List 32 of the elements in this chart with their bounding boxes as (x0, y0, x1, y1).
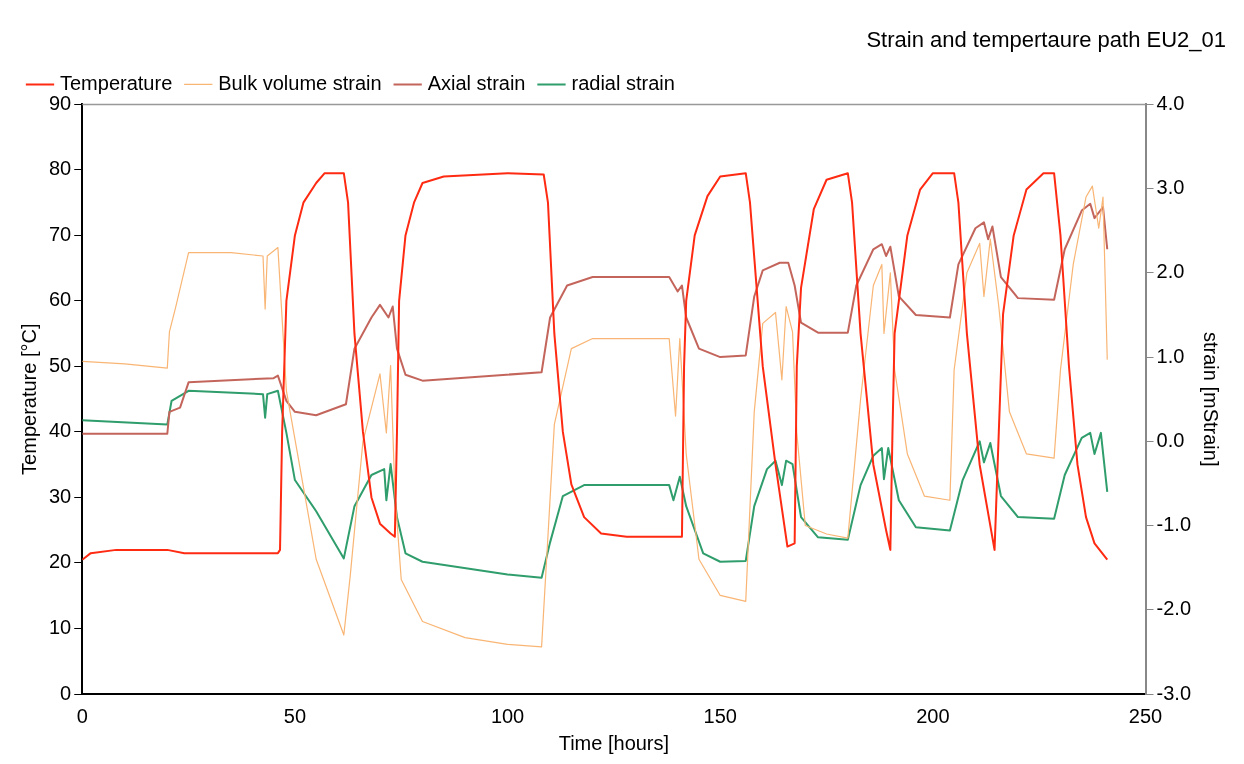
y-tick-label: 50 (49, 353, 72, 376)
legend-label: Bulk volume strain (218, 71, 382, 94)
y-tick-label: 70 (49, 222, 72, 245)
y2-tick-label: 0.0 (1156, 428, 1185, 451)
legend-label: radial strain (571, 71, 675, 94)
y2-tick-label: -3.0 (1156, 681, 1192, 704)
y2-tick-label: 2.0 (1156, 260, 1185, 283)
x-tick-label: 200 (916, 704, 950, 727)
y-tick-label: 30 (49, 484, 72, 507)
y2-axis-title: strain [mStrain] (1200, 331, 1223, 467)
y-tick-label: 90 (49, 91, 72, 114)
y2-tick-label: -1.0 (1156, 513, 1192, 536)
x-axis-title: Time [hours] (558, 731, 670, 754)
y2-tick-label: 4.0 (1156, 91, 1185, 114)
y-tick-label: 10 (49, 616, 72, 638)
y-tick-label: 40 (49, 419, 72, 442)
y2-tick-label: 3.0 (1156, 176, 1185, 199)
y-tick-label: 60 (49, 288, 72, 311)
y-tick-label: 20 (49, 550, 72, 573)
legend-label: Axial strain (427, 71, 526, 94)
y-axis-title: Temperature [°C] (17, 323, 40, 475)
chart-title: Strain and tempertaure path EU2_01 (866, 27, 1226, 53)
x-tick-label: 50 (283, 704, 307, 727)
x-tick-label: 100 (490, 704, 525, 727)
x-tick-label: 150 (703, 704, 737, 727)
y-tick-label: 80 (49, 157, 72, 180)
x-tick-label: 250 (1128, 704, 1163, 727)
y2-tick-label: 1.0 (1156, 344, 1185, 367)
legend-label: Temperature (60, 71, 173, 94)
x-tick-label: 0 (76, 704, 88, 727)
y-tick-label: 0 (60, 681, 72, 704)
y2-tick-label: -2.0 (1156, 597, 1192, 620)
